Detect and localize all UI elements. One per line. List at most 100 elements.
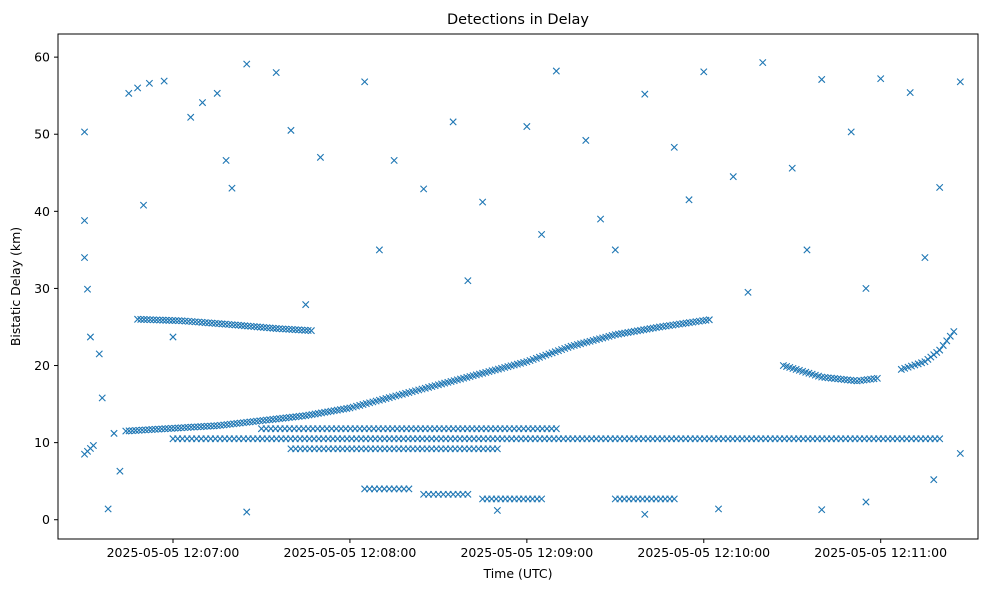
data-marker — [375, 246, 383, 254]
data-marker — [145, 79, 153, 87]
data-marker — [190, 423, 198, 431]
data-marker — [83, 285, 92, 293]
data-marker — [862, 498, 870, 506]
data-marker — [316, 153, 325, 161]
data-marker — [89, 441, 97, 450]
data-marker — [285, 325, 293, 333]
data-marker — [137, 315, 145, 323]
data-marker — [405, 485, 413, 493]
data-marker — [234, 321, 242, 329]
data-marker — [288, 325, 296, 334]
data-marker — [247, 322, 255, 330]
data-marker — [700, 68, 708, 76]
data-marker — [243, 60, 251, 68]
data-marker — [685, 196, 693, 204]
data-marker — [86, 333, 95, 341]
data-marker — [266, 324, 274, 332]
data-marker — [936, 183, 944, 192]
data-marker — [104, 505, 112, 513]
data-marker — [943, 337, 951, 345]
data-marker — [132, 426, 140, 435]
data-marker — [175, 317, 183, 325]
data-marker — [302, 301, 310, 309]
data-marker — [171, 317, 180, 325]
data-marker — [241, 322, 249, 330]
data-marker — [272, 68, 280, 77]
data-marker — [80, 253, 89, 262]
data-marker — [552, 425, 560, 433]
data-marker — [670, 143, 678, 151]
data-marker — [98, 394, 106, 402]
data-marker — [759, 58, 767, 67]
data-marker — [244, 322, 252, 330]
data-marker — [552, 67, 560, 75]
data-marker — [171, 424, 179, 432]
data-marker — [729, 173, 737, 181]
data-marker — [275, 325, 283, 333]
data-marker — [243, 508, 251, 516]
data-marker — [125, 427, 133, 435]
data-marker — [200, 422, 208, 431]
x-tick-label: 2025-05-05 12:10:00 — [637, 545, 770, 560]
data-marker — [936, 346, 944, 354]
data-marker — [141, 426, 149, 434]
data-marker — [154, 425, 163, 433]
data-marker — [125, 89, 133, 97]
data-marker — [936, 435, 944, 443]
data-marker — [493, 445, 501, 453]
data-marker — [139, 201, 148, 209]
data-marker — [128, 427, 136, 435]
y-tick-label: 50 — [34, 127, 50, 142]
data-marker — [207, 422, 215, 430]
data-marker — [304, 326, 312, 335]
x-axis-ticks: 2025-05-05 12:07:00 2025-05-05 12:08:00 20… — [107, 539, 947, 560]
data-marker — [803, 246, 811, 254]
data-marker — [198, 99, 207, 107]
data-marker — [169, 333, 177, 341]
data-marker — [464, 490, 472, 498]
data-marker — [493, 506, 501, 515]
data-marker — [946, 332, 954, 340]
data-marker — [210, 422, 218, 430]
data-marker — [921, 253, 929, 262]
data-marker — [168, 316, 176, 325]
data-marker — [222, 156, 230, 165]
y-tick-label: 30 — [34, 281, 50, 296]
data-marker — [298, 326, 306, 334]
data-markers — [80, 58, 964, 518]
x-tick-label: 2025-05-05 12:07:00 — [107, 545, 240, 560]
data-marker — [523, 122, 531, 131]
data-marker — [250, 323, 258, 331]
data-marker — [862, 284, 870, 293]
data-marker — [80, 128, 89, 136]
data-marker — [180, 424, 189, 432]
data-marker — [159, 316, 167, 324]
data-marker — [110, 429, 118, 437]
data-marker — [165, 316, 173, 324]
data-marker — [877, 75, 885, 83]
data-marker — [939, 341, 947, 350]
data-marker — [228, 184, 236, 192]
data-marker — [116, 467, 124, 475]
data-marker — [148, 425, 156, 434]
data-marker — [253, 323, 261, 331]
data-marker — [151, 425, 159, 433]
data-marker — [930, 476, 938, 484]
data-marker — [538, 230, 546, 239]
data-marker — [847, 128, 855, 136]
data-marker — [390, 156, 398, 165]
data-marker — [291, 326, 299, 334]
data-marker — [174, 424, 182, 432]
data-marker — [194, 423, 202, 431]
plot-frame — [57, 33, 979, 540]
data-marker — [287, 126, 295, 134]
data-marker — [873, 374, 881, 382]
data-marker — [145, 426, 153, 434]
data-marker — [231, 321, 239, 329]
data-marker — [956, 449, 964, 458]
data-marker — [149, 316, 158, 324]
data-marker — [788, 164, 796, 172]
data-marker — [138, 426, 146, 434]
